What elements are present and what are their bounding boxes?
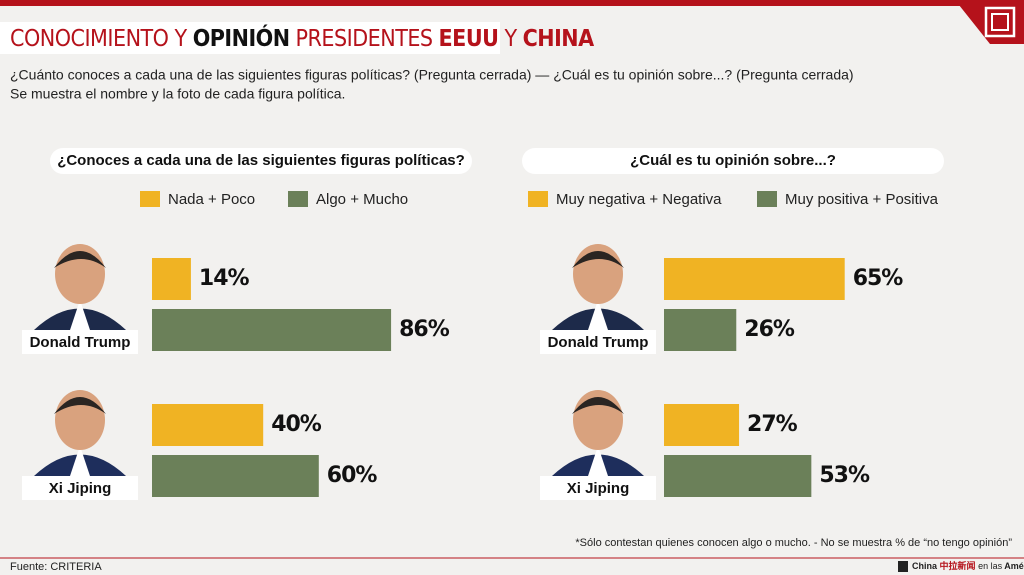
logo-icon: [898, 561, 908, 572]
top-band: [0, 0, 1024, 6]
corner-tab: [955, 0, 1024, 44]
logo: China 中拉新闻 en las Américas: [912, 560, 1024, 571]
value-label: 26%: [744, 317, 795, 342]
title: CONOCIMIENTO Y OPINIÓN PRESIDENTES EEUU Y CHI…: [10, 24, 594, 52]
legend-label: Nada + Poco: [168, 191, 255, 208]
chart-title-box: [50, 148, 472, 174]
logo-part: en las: [978, 561, 1003, 571]
photo-shirt: [588, 300, 608, 330]
footnote: *Sólo contestan quienes conocen algo o m…: [575, 537, 1012, 549]
title-part: EEUU: [439, 26, 499, 52]
title-part: PRESIDENTES: [296, 26, 433, 52]
corner-icon: [984, 6, 1016, 38]
title-box: [0, 22, 500, 54]
bar: [152, 309, 392, 351]
legend-label: Muy positiva + Positiva: [785, 191, 939, 208]
name-box: [540, 476, 656, 500]
bar: [152, 455, 319, 497]
photo-hair: [54, 397, 106, 414]
chart-title: ¿Conoces a cada una de las siguientes fi…: [57, 152, 465, 169]
logo-part: Américas: [1004, 561, 1024, 571]
value-label: 14%: [199, 266, 250, 291]
title-part: Y: [503, 26, 517, 52]
logo-part: 中拉新闻: [940, 560, 976, 571]
bar: [152, 258, 191, 300]
logo-part: China: [912, 561, 938, 571]
source: Fuente: CRITERIA: [10, 561, 102, 573]
chart-title-box: [522, 148, 944, 174]
legend-swatch: [528, 191, 548, 207]
bar: [664, 309, 737, 351]
category-label: Xi Jiping: [567, 480, 630, 497]
name-box: [540, 330, 656, 354]
value-label: 40%: [271, 412, 322, 437]
legend-swatch: [757, 191, 777, 207]
photo-hair: [572, 397, 624, 414]
name-box: [22, 330, 138, 354]
photo-hair: [572, 251, 624, 268]
legend-label: Algo + Mucho: [316, 191, 408, 208]
legend-label: Muy negativa + Negativa: [556, 191, 722, 208]
category-label: Xi Jiping: [49, 480, 112, 497]
legend-swatch: [140, 191, 160, 207]
value-label: 60%: [327, 463, 378, 488]
photo-shirt: [70, 446, 90, 476]
title-part: CHINA: [523, 26, 595, 52]
bar: [664, 404, 740, 446]
title-part: OPINIÓN: [193, 24, 290, 52]
legend-swatch: [288, 191, 308, 207]
bar: [152, 404, 264, 446]
chart-title: ¿Cuál es tu opinión sobre...?: [630, 152, 836, 169]
corner-icon: [991, 13, 1009, 31]
value-label: 65%: [853, 266, 904, 291]
subtitle: ¿Cuánto conoces a cada una de las siguie…: [10, 67, 854, 83]
name-box: [22, 476, 138, 500]
value-label: 86%: [399, 317, 450, 342]
photo-hair: [54, 251, 106, 268]
category-label: Donald Trump: [30, 334, 131, 351]
photo-shirt: [70, 300, 90, 330]
value-label: 53%: [819, 463, 870, 488]
value-label: 27%: [747, 412, 798, 437]
title-part: CONOCIMIENTO Y: [10, 26, 188, 52]
photo-shirt: [588, 446, 608, 476]
bar: [664, 258, 845, 300]
note: Se muestra el nombre y la foto de cada f…: [10, 86, 345, 102]
bar: [664, 455, 812, 497]
category-label: Donald Trump: [548, 334, 649, 351]
